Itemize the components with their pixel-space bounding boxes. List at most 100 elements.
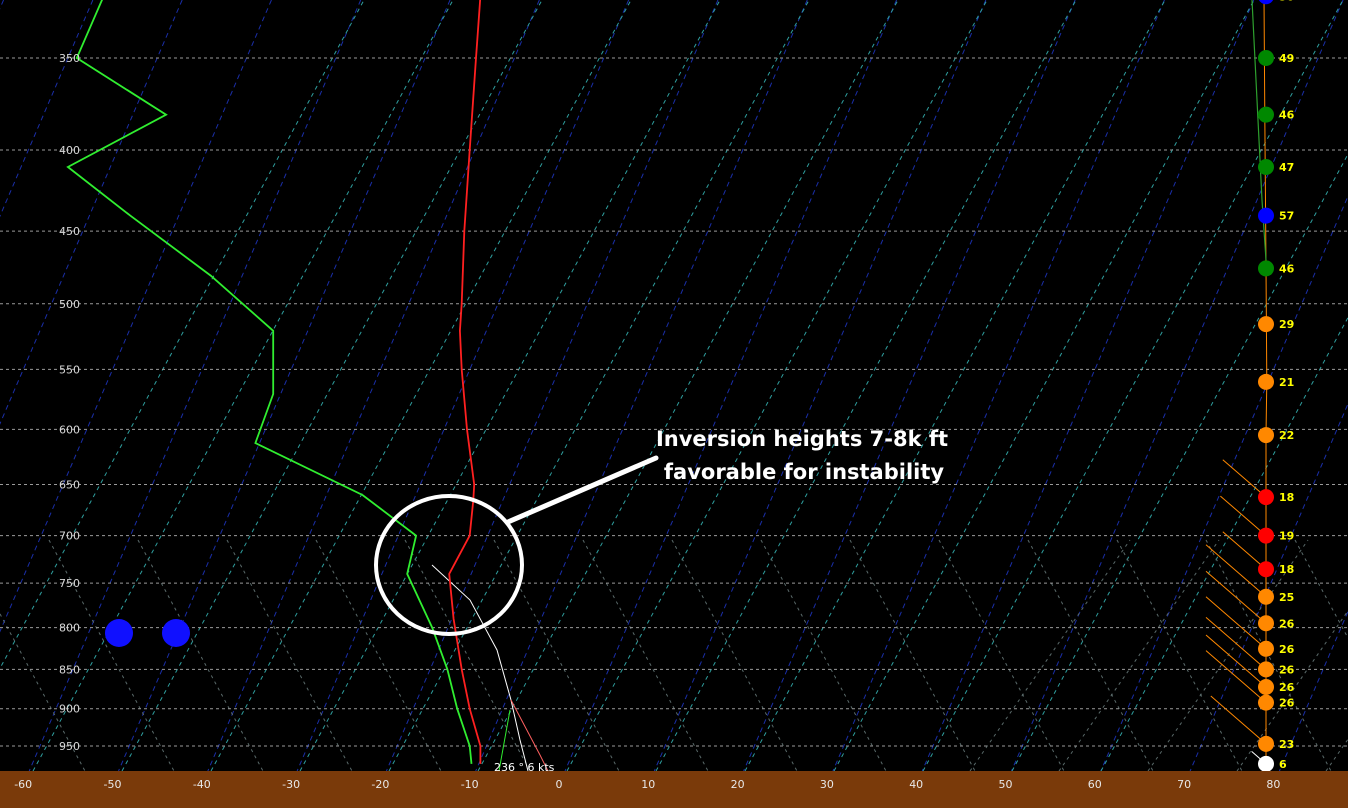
isotherm-line xyxy=(653,0,987,772)
x-tick-label: 0 xyxy=(556,778,563,791)
wind-speed-label: 50 xyxy=(1279,0,1295,3)
wind-dot xyxy=(1258,207,1274,224)
x-tick-label: 10 xyxy=(641,778,655,791)
mixing-ratio-line xyxy=(404,539,531,772)
wind-speed-label: 22 xyxy=(1279,429,1294,442)
surface-wind-label: 236 ° 6 kts xyxy=(494,761,555,774)
wind-dot xyxy=(1258,0,1274,5)
dry-adiabat-line xyxy=(744,0,1166,772)
x-axis: -60 -50 -40 -30 -20 -10 0 10 20 30 40 50 60 70 80 xyxy=(14,778,1280,791)
isotherm-line xyxy=(921,0,1255,772)
wind-dot xyxy=(1258,640,1274,657)
mixing-ratio-line xyxy=(1116,539,1243,772)
isotherm-line xyxy=(475,0,808,772)
wind-dot xyxy=(1258,106,1274,123)
wind-dot xyxy=(1258,588,1274,605)
y-tick-label: 400 xyxy=(59,144,80,157)
y-tick-label: 700 xyxy=(59,530,80,543)
dry-adiabat-line xyxy=(0,0,365,670)
wind-shaft xyxy=(1220,495,1267,536)
wind-dot xyxy=(1258,159,1274,176)
wind-shaft xyxy=(1205,616,1267,670)
isotherm-line xyxy=(832,0,1165,772)
wind-speed-label: 18 xyxy=(1279,563,1294,576)
x-axis-bar xyxy=(0,771,1348,808)
isotherm-line xyxy=(1011,0,1344,772)
x-tick-label: -20 xyxy=(371,778,389,791)
x-tick-label: 40 xyxy=(909,778,923,791)
mixing-ratio-line xyxy=(671,539,798,772)
blue-marker xyxy=(105,619,133,647)
isotherm-line xyxy=(564,0,898,772)
y-tick-label: 800 xyxy=(59,622,80,635)
dry-adiabat-line xyxy=(655,0,1077,772)
annotation: Inversion heights 7-8k ft favorable for … xyxy=(374,427,948,636)
y-tick-label: 750 xyxy=(59,577,80,590)
wind-dot xyxy=(1258,694,1274,711)
wind-shaft xyxy=(1205,650,1267,703)
x-tick-label: 70 xyxy=(1177,778,1191,791)
parcel-line-green xyxy=(498,709,511,772)
isotherm-line xyxy=(0,0,94,218)
mixing-ratio-line xyxy=(1147,539,1309,772)
parcel-line-red xyxy=(510,699,549,772)
mixing-ratio-line xyxy=(226,539,353,772)
parcel-line xyxy=(431,564,529,772)
annotation-pointer xyxy=(505,455,659,525)
dry-adiabat-line xyxy=(922,0,1344,772)
isotherm-line xyxy=(0,0,272,633)
y-tick-label: 500 xyxy=(59,298,80,311)
dry-adiabat-lines xyxy=(0,0,1348,772)
mixing-ratio-line xyxy=(760,539,887,772)
x-tick-label: -60 xyxy=(14,778,32,791)
wind-speed-label: 26 xyxy=(1279,617,1295,630)
isotherm-line xyxy=(743,0,1076,772)
x-tick-label: 80 xyxy=(1266,778,1280,791)
x-tick-label: 20 xyxy=(731,778,745,791)
wind-profile: 5049464757462921221819182526262626262363 xyxy=(1205,0,1295,786)
x-tick-label: -30 xyxy=(282,778,300,791)
x-tick-label: 60 xyxy=(1088,778,1102,791)
mixing-ratio-line xyxy=(0,612,86,772)
mixing-ratio-line xyxy=(493,539,620,772)
mixing-ratio-line xyxy=(1236,609,1348,772)
wind-dot xyxy=(1258,755,1274,772)
mixing-ratio-line xyxy=(1058,539,1220,772)
moist-adiabat-lines xyxy=(0,539,1348,772)
sounding-traces xyxy=(66,0,482,764)
dry-adiabat-line xyxy=(299,0,721,772)
isotherm-lines xyxy=(0,0,1348,772)
inversion-circle xyxy=(374,494,524,636)
dry-adiabat-line xyxy=(1100,316,1348,772)
mixing-ratio-line xyxy=(48,539,175,772)
wind-shaft xyxy=(1205,544,1267,598)
wind-shaft xyxy=(1205,596,1267,650)
mixing-ratio-line xyxy=(315,539,442,772)
isotherm-line xyxy=(28,0,362,772)
y-tick-label: 350 xyxy=(59,52,80,65)
annotation-line-2: favorable for instability xyxy=(664,460,944,484)
annotation-line-1: Inversion heights 7-8k ft xyxy=(656,427,948,451)
dry-adiabat-line xyxy=(388,0,810,772)
x-tick-label: -10 xyxy=(461,778,479,791)
wind-speed-label: 23 xyxy=(1279,738,1294,751)
wind-speed-label: 26 xyxy=(1279,697,1295,710)
wind-dot xyxy=(1258,561,1274,578)
isotherm-line xyxy=(207,0,540,772)
mixing-ratio-line xyxy=(1027,539,1154,772)
y-tick-label: 650 xyxy=(59,479,80,492)
isotherm-line xyxy=(385,0,719,772)
dry-adiabat-line xyxy=(210,0,632,772)
wind-dot xyxy=(1258,316,1274,333)
wind-speed-label: 19 xyxy=(1279,530,1294,543)
mixing-ratio-line xyxy=(137,539,264,772)
dewpoint-trace xyxy=(66,0,473,764)
wind-dot xyxy=(1258,373,1274,390)
dry-adiabat-line xyxy=(1011,153,1348,772)
y-tick-label: 450 xyxy=(59,225,80,238)
y-tick-label: 550 xyxy=(59,363,80,376)
y-tick-label: 600 xyxy=(59,423,80,436)
wind-speed-label: 25 xyxy=(1279,591,1294,604)
wind-speed-label: 46 xyxy=(1279,109,1295,122)
wind-speed-label: 57 xyxy=(1279,210,1294,223)
